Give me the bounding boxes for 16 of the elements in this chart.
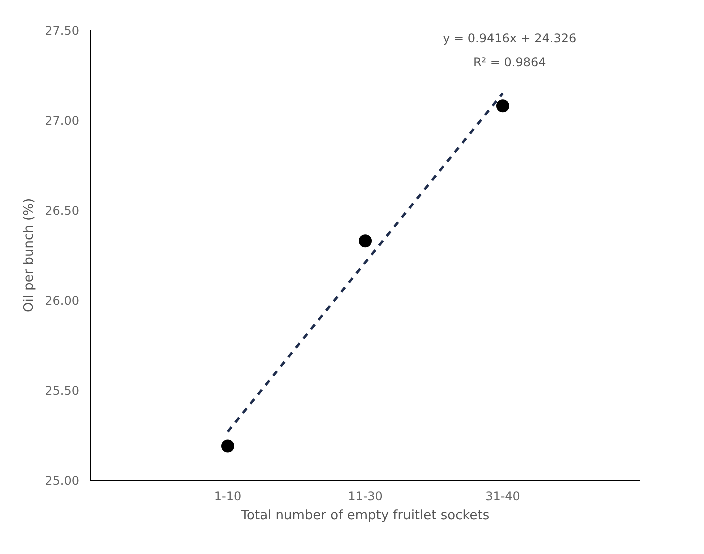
point [359,234,372,248]
y-tick-label: 27.00 [45,114,80,128]
annotation: y = 0.9416x + 24.326 [443,32,577,46]
x-tick-label: 11-30 [348,490,383,504]
y-tick-label: 26.50 [45,204,80,218]
x-axis-title: Total number of empty fruitlet sockets [240,508,490,524]
y-tick-label: 25.50 [45,384,80,398]
x-tick-label: 1-10 [214,490,242,504]
x-tick-label: 31-40 [486,490,520,504]
y-tick-label: 27.50 [45,24,80,38]
point [496,100,510,113]
point [222,440,234,453]
y-axis-title: Oil per bunch (%) [22,198,38,313]
y-tick-label: 25.00 [45,474,80,488]
annotation: R² = 0.9864 [473,56,546,70]
y-tick-label: 26.00 [45,294,80,308]
